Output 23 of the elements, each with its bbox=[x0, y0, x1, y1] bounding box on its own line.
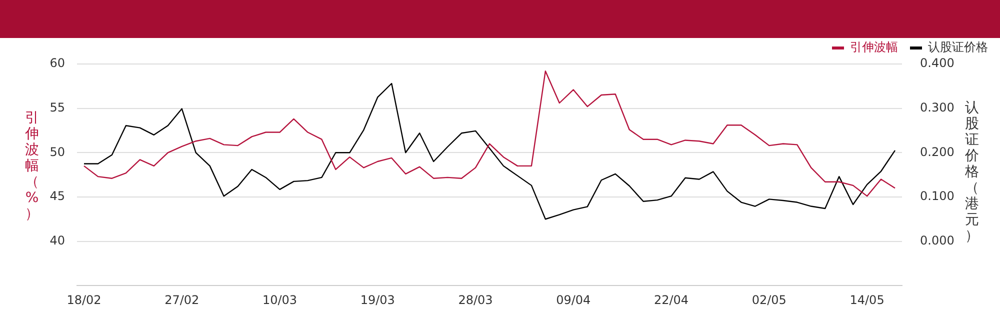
text: 认股证价格（港元） bbox=[965, 100, 979, 244]
legend-label: 认股证价格 bbox=[928, 40, 988, 54]
x-tick-label: 27/02 bbox=[164, 292, 200, 307]
y-tick-label: 60 bbox=[50, 56, 65, 70]
x-tick-label: 19/03 bbox=[360, 292, 395, 307]
y2-tick-label: 0.400 bbox=[920, 56, 954, 70]
x-tick-label: 28/03 bbox=[458, 292, 493, 307]
y2-tick-label: 0.300 bbox=[920, 100, 954, 114]
x-tick-label: 18/02 bbox=[66, 292, 102, 307]
y-tick-label: 40 bbox=[50, 233, 65, 248]
y-tick-label: 50 bbox=[50, 144, 65, 159]
y-axis-title: 引伸波幅（%） bbox=[24, 110, 40, 222]
x-tick-label: 22/04 bbox=[654, 292, 689, 307]
x-tick-label: 02/05 bbox=[752, 292, 786, 307]
x-tick-label: 14/05 bbox=[850, 292, 884, 307]
y2-tick-label: 0.200 bbox=[920, 144, 954, 159]
y2-tick-label: 0.000 bbox=[920, 233, 954, 248]
x-tick-label: 09/04 bbox=[556, 292, 591, 307]
legend-label: 引伸波幅 bbox=[850, 40, 898, 54]
y-tick-label: 55 bbox=[50, 100, 65, 114]
y2-tick-label: 0.100 bbox=[920, 189, 954, 204]
x-tick-label: 10/03 bbox=[262, 292, 298, 307]
y-tick-label: 45 bbox=[50, 189, 65, 204]
